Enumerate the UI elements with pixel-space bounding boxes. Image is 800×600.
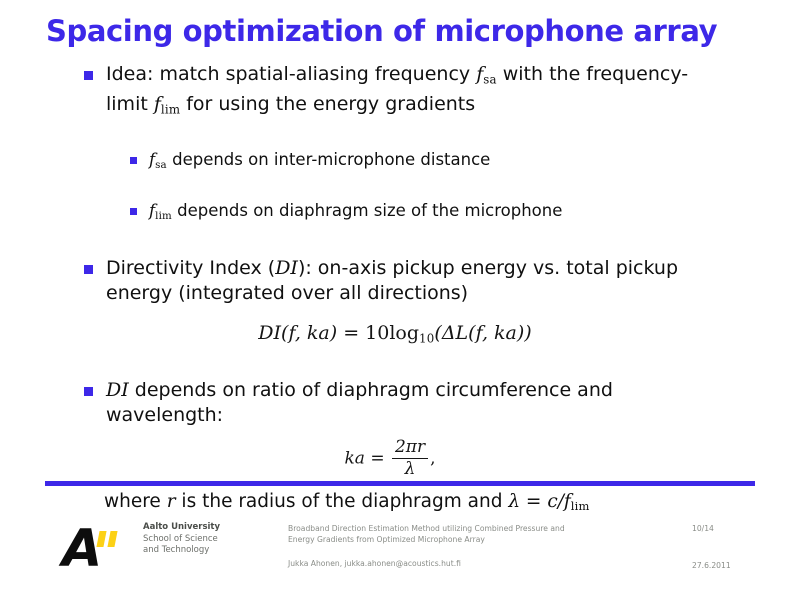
bullet-idea-part2: with the frequency-limit (106, 63, 689, 116)
presentation-date: 27.6.2011 (692, 560, 731, 570)
footer-doc-title-line1: Broadband Direction Estimation Method ut… (288, 524, 565, 533)
footer-doc-title-line2: Energy Gradients from Optimized Micropho… (288, 534, 485, 544)
symbol-f-lim: flim (563, 490, 590, 513)
bullet-idea-text: Idea: match spatial-aliasing frequency f… (106, 62, 706, 123)
eq1-log-base: 10 (419, 331, 435, 346)
footer-meta: 10/14 27.6.2011 (692, 524, 782, 571)
bullet-square-icon (130, 156, 137, 164)
org-line-3: and Technology (143, 545, 210, 555)
symbol-f: f (149, 149, 156, 169)
bullet-square-icon (84, 386, 93, 396)
subscript-lim: lim (570, 498, 590, 513)
eq1-lhs-args: (f, ka) (281, 322, 338, 345)
page-number: 10/14 (692, 524, 714, 533)
bullet-di-part1: Directivity Index ( (106, 257, 276, 280)
eq2-equals: = (370, 448, 385, 469)
eq2-trailing-comma: , (430, 448, 436, 469)
symbol-f-lim: flim (149, 201, 172, 223)
aalto-logo: A (62, 520, 134, 576)
subscript-lim: lim (155, 211, 172, 223)
eq1-rhs-args: (ΔL(f, ka)) (434, 322, 532, 345)
bullet-idea-part3: for using the energy gradients (180, 93, 476, 116)
sub-bullet-item-fsa: fsa depends on inter-microphone distance (0, 149, 800, 177)
sub-bullet-item-flim: flim depends on diaphragm size of the mi… (0, 200, 800, 228)
symbol-r: r (166, 490, 176, 512)
bullet-di-ratio-text: DI depends on ratio of diaphragm circumf… (106, 378, 706, 428)
where-slash: / (557, 490, 564, 512)
eq2-fraction: 2πr λ (391, 437, 429, 480)
bullet-di-part2: ): on-axis pickup energy vs. total picku… (106, 257, 679, 305)
eq2-numerator: 2πr (391, 437, 429, 460)
page-title: Spacing optimization of microphone array (46, 14, 718, 48)
eq2-denominator: λ (404, 459, 416, 480)
org-name: Aalto University (143, 522, 221, 532)
symbol-lambda: λ (508, 490, 521, 512)
spacer (0, 178, 800, 200)
bullet-di-text: Directivity Index (DI): on-axis pickup e… (106, 256, 706, 306)
bullet-square-icon (84, 71, 93, 80)
symbol-f: f (563, 490, 571, 512)
symbol-DI: DI (275, 257, 298, 280)
bullet-item-di-ratio: DI depends on ratio of diaphragm circumf… (0, 378, 800, 428)
subscript-sa: sa (483, 72, 497, 87)
subscript-lim: lim (160, 102, 181, 117)
symbol-c: c (547, 490, 558, 512)
spacer (0, 230, 800, 256)
equation-directivity-index: DI(f, ka) = 10log10(ΔL(f, ka)) (0, 322, 800, 345)
bullet-item-idea: Idea: match spatial-aliasing frequency f… (0, 62, 800, 123)
bullet-item-directivity-index: Directivity Index (DI): on-axis pickup e… (0, 256, 800, 306)
sub-bullet-flim-label: depends on diaphragm size of the microph… (171, 201, 563, 221)
bullet-di-ratio-label: depends on ratio of diaphragm circumfere… (106, 378, 613, 426)
symbol-f-sa: fsa (476, 63, 497, 87)
bullet-square-icon (84, 265, 93, 275)
eq1-coefficient: 10 (365, 322, 390, 345)
bullet-idea-part1: Idea: match spatial-aliasing frequency (106, 63, 477, 85)
where-part1: where (104, 490, 167, 512)
slide-body: Idea: match spatial-aliasing frequency f… (0, 62, 800, 518)
logo-letter-a: A (62, 519, 102, 579)
footer-divider (45, 481, 755, 486)
symbol-f: f (153, 93, 161, 116)
subscript-sa: sa (155, 159, 167, 171)
where-clause: where r is the radius of the diaphragm a… (0, 490, 800, 518)
spacer (0, 127, 800, 149)
logo-quote-icon (96, 531, 120, 548)
organization-block: Aalto University School of Science and T… (143, 522, 283, 557)
sub-bullet-fsa-label: depends on inter-microphone distance (166, 149, 491, 169)
logo-quote-bar-1 (96, 531, 107, 547)
spacer (0, 352, 800, 378)
eq1-log: log (389, 322, 420, 345)
org-line-2: School of Science (143, 533, 218, 544)
where-part2: is the radius of the diaphragm and (175, 490, 509, 512)
sub-bullet-fsa-text: fsa depends on inter-microphone distance (149, 149, 490, 177)
slide-footer: A Aalto University School of Science and… (0, 512, 800, 592)
equation-ka: ka = 2πr λ , (0, 437, 800, 480)
symbol-f-sa: fsa (149, 149, 167, 171)
symbol-f: f (149, 201, 156, 221)
eq2-lhs: ka (344, 448, 365, 469)
footer-document-info: Broadband Direction Estimation Method ut… (288, 524, 668, 570)
where-equals: = (520, 490, 548, 512)
footer-doc-title: Broadband Direction Estimation Method ut… (288, 524, 668, 545)
symbol-f-lim: flim (153, 93, 181, 117)
symbol-f: f (476, 63, 484, 85)
sub-bullet-flim-text: flim depends on diaphragm size of the mi… (149, 200, 562, 228)
bullet-square-icon (130, 208, 137, 216)
logo-quote-bar-2 (107, 531, 118, 547)
eq1-lhs-var: DI (258, 322, 282, 345)
eq1-equals: = (343, 322, 360, 345)
symbol-DI: DI (106, 378, 129, 401)
footer-author: Jukka Ahonen, jukka.ahonen@acoustics.hut… (288, 559, 461, 568)
